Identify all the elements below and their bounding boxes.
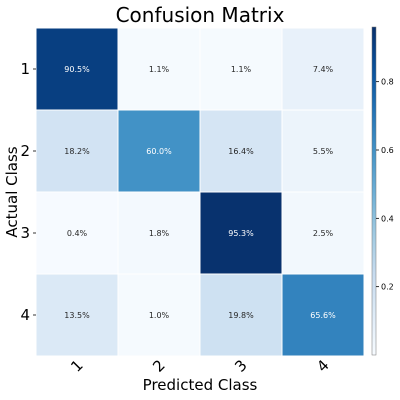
cell-value-label: 95.3% — [228, 229, 254, 238]
y-tick-label: 2 — [20, 142, 30, 160]
heatmap-cell — [199, 27, 283, 111]
chart-title: Confusion Matrix — [116, 3, 285, 27]
x-tick-label: 1 — [67, 356, 86, 375]
cell-value-label: 1.0% — [149, 311, 170, 320]
x-tick-label: 2 — [149, 356, 168, 375]
x-axis-label: Predicted Class — [143, 376, 258, 394]
heatmap-cell — [35, 109, 119, 193]
heatmap-cells — [35, 27, 365, 357]
heatmap-cell — [117, 109, 201, 193]
heatmap-cell — [281, 191, 365, 275]
x-axis-ticks: 1 2 3 4 — [67, 356, 332, 375]
heatmap-cell-labels: 90.5% 1.1% 1.1% 7.4% 18.2% 60.0% 16.4% 5.5% 0.4%… — [64, 65, 336, 320]
cell-value-label: 1.1% — [149, 65, 170, 74]
y-axis-label: Actual Class — [3, 146, 21, 237]
cell-value-label: 16.4% — [228, 147, 254, 156]
cell-value-label: 18.2% — [64, 147, 90, 156]
colorbar-tick-label: 0.2 — [381, 283, 394, 292]
y-axis-ticks: 1 2 3 4 — [20, 60, 36, 324]
heatmap-cell — [281, 109, 365, 193]
heatmap-cell — [117, 273, 201, 357]
y-tick-label: 3 — [20, 224, 30, 242]
cell-value-label: 1.1% — [231, 65, 252, 74]
colorbar-tick-label: 0.4 — [381, 214, 394, 223]
x-tick-label: 3 — [231, 356, 250, 375]
cell-value-label: 0.4% — [67, 229, 88, 238]
y-tick-label: 1 — [20, 60, 30, 78]
colorbar-gradient — [371, 26, 377, 356]
cell-value-label: 60.0% — [146, 147, 172, 156]
cell-value-label: 7.4% — [313, 65, 334, 74]
colorbar: 0.2 0.4 0.6 0.8 — [371, 26, 394, 356]
heatmap-cell — [35, 27, 119, 111]
heatmap-cell — [281, 273, 365, 357]
heatmap-cell — [117, 27, 201, 111]
cell-value-label: 65.6% — [310, 311, 336, 320]
x-tick-label: 4 — [313, 356, 332, 375]
cell-value-label: 2.5% — [313, 229, 334, 238]
colorbar-tick-label: 0.6 — [381, 146, 394, 155]
y-tick-label: 4 — [20, 306, 30, 324]
heatmap-cell — [281, 27, 365, 111]
heatmap-cell — [117, 191, 201, 275]
cell-value-label: 90.5% — [64, 65, 90, 74]
colorbar-tick-label: 0.8 — [381, 78, 394, 87]
cell-value-label: 13.5% — [64, 311, 90, 320]
heatmap-cell — [35, 273, 119, 357]
cell-value-label: 5.5% — [313, 147, 334, 156]
cell-value-label: 1.8% — [149, 229, 170, 238]
cell-value-label: 19.8% — [228, 311, 254, 320]
